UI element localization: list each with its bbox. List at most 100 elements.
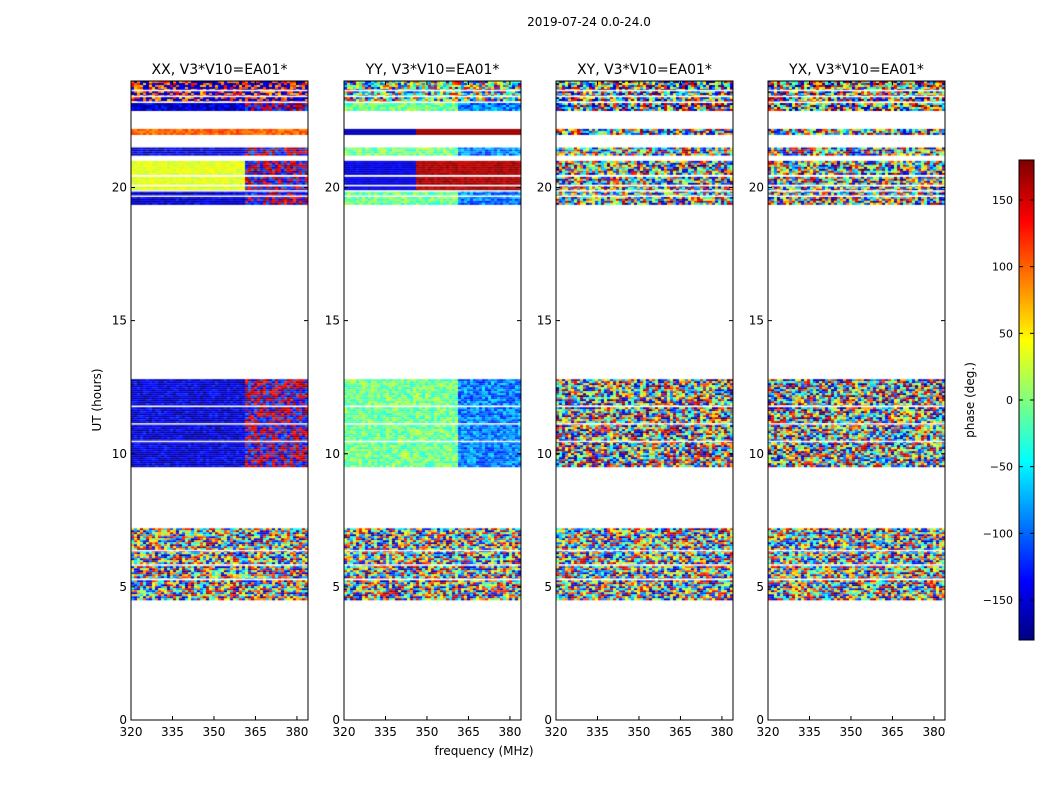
colorbar-segment [1019, 450, 1034, 453]
colorbar-segment [1019, 446, 1034, 449]
colorbar-segment [1019, 286, 1034, 289]
colorbar-segment [1019, 304, 1034, 307]
colorbar-segment [1019, 380, 1034, 383]
y-tick-label: 10 [749, 447, 764, 461]
colorbar-segment [1019, 244, 1034, 247]
colorbar-segment [1019, 612, 1034, 615]
colorbar-segment [1019, 492, 1034, 495]
colorbar-segment [1019, 290, 1034, 293]
colorbar-segment [1019, 368, 1034, 371]
colorbar-segment [1019, 576, 1034, 579]
colorbar-segment [1019, 614, 1034, 617]
heatmap-cells [556, 81, 733, 720]
x-tick-label: 320 [333, 725, 356, 739]
colorbar-segment [1019, 330, 1034, 333]
x-tick-label: 365 [244, 725, 267, 739]
x-tick-label: 380 [285, 725, 308, 739]
colorbar-segment [1019, 410, 1034, 413]
x-tick-label: 320 [757, 725, 780, 739]
colorbar-segment [1019, 606, 1034, 609]
colorbar-segment [1019, 420, 1034, 423]
colorbar-segment [1019, 160, 1034, 163]
colorbar-segment [1019, 354, 1034, 357]
colorbar-segment [1019, 312, 1034, 315]
x-tick-label: 320 [545, 725, 568, 739]
colorbar-segment [1019, 442, 1034, 445]
colorbar-segment [1019, 608, 1034, 611]
colorbar-segment [1019, 344, 1034, 347]
colorbar-segment [1019, 340, 1034, 343]
colorbar-segment [1019, 322, 1034, 325]
colorbar-segment [1019, 356, 1034, 359]
colorbar-segment [1019, 428, 1034, 431]
colorbar-segment [1019, 550, 1034, 553]
y-axis-label: UT (hours) [90, 368, 104, 431]
colorbar-segment [1019, 564, 1034, 567]
colorbar-segment [1019, 364, 1034, 367]
colorbar-segment [1019, 626, 1034, 629]
colorbar-segment [1019, 394, 1034, 397]
colorbar-segment [1019, 270, 1034, 273]
colorbar-segment [1019, 574, 1034, 577]
colorbar-segment [1019, 294, 1034, 297]
y-tick-label: 10 [112, 447, 127, 461]
colorbar-segment [1019, 326, 1034, 329]
colorbar-tick-label: −100 [983, 527, 1013, 540]
colorbar-segment [1019, 584, 1034, 587]
colorbar-segment [1019, 634, 1034, 637]
y-tick-label: 0 [332, 713, 340, 727]
y-tick-label: 15 [537, 314, 552, 328]
x-axis-label: frequency (MHz) [434, 744, 533, 758]
colorbar-segment [1019, 524, 1034, 527]
colorbar-segment [1019, 328, 1034, 331]
colorbar-segment [1019, 320, 1034, 323]
colorbar-segment [1019, 372, 1034, 375]
colorbar-segment [1019, 430, 1034, 433]
colorbar-segment [1019, 610, 1034, 613]
x-tick-label: 380 [922, 725, 945, 739]
colorbar-segment [1019, 346, 1034, 349]
colorbar-segment [1019, 546, 1034, 549]
colorbar-segment [1019, 470, 1034, 473]
colorbar-segment [1019, 352, 1034, 355]
colorbar-segment [1019, 526, 1034, 529]
colorbar-segment [1019, 628, 1034, 631]
colorbar-segment [1019, 624, 1034, 627]
panel-yy-1: YY, V3*V10=EA01* 320 335 350 365 380 0 5 10 15 20 [325, 62, 522, 739]
colorbar-segment [1019, 412, 1034, 415]
colorbar-segment [1019, 238, 1034, 241]
colorbar-segment [1019, 544, 1034, 547]
colorbar-segment [1019, 202, 1034, 205]
colorbar-tick-label: 50 [999, 327, 1013, 340]
colorbar-segment [1019, 404, 1034, 407]
y-tick-label: 10 [537, 447, 552, 461]
x-tick-label: 350 [840, 725, 863, 739]
panel-title: XX, V3*V10=EA01* [152, 62, 288, 78]
colorbar-segment [1019, 498, 1034, 501]
colorbar-segment [1019, 196, 1034, 199]
colorbar-segment [1019, 518, 1034, 521]
colorbar-segment [1019, 256, 1034, 259]
y-tick-label: 5 [332, 580, 340, 594]
colorbar-segment [1019, 362, 1034, 365]
colorbar-segment [1019, 562, 1034, 565]
colorbar-segment [1019, 632, 1034, 635]
colorbar-segment [1019, 390, 1034, 393]
y-tick-label: 20 [112, 181, 127, 195]
colorbar-segment [1019, 350, 1034, 353]
colorbar-segment [1019, 502, 1034, 505]
y-tick-label: 15 [325, 314, 340, 328]
colorbar-tick-label: 100 [992, 261, 1013, 274]
panel-noise-2: XY, V3*V10=EA01* 320 335 350 365 380 0 5 10 15 20 [537, 62, 734, 739]
colorbar-segment [1019, 280, 1034, 283]
colorbar-segment [1019, 272, 1034, 275]
colorbar-segment [1019, 590, 1034, 593]
colorbar-segment [1019, 462, 1034, 465]
colorbar-segment [1019, 284, 1034, 287]
colorbar-segment [1019, 556, 1034, 559]
colorbar-segment [1019, 186, 1034, 189]
colorbar-segment [1019, 466, 1034, 469]
colorbar-segment [1019, 224, 1034, 227]
colorbar-segment [1019, 616, 1034, 619]
colorbar-segment [1019, 230, 1034, 233]
